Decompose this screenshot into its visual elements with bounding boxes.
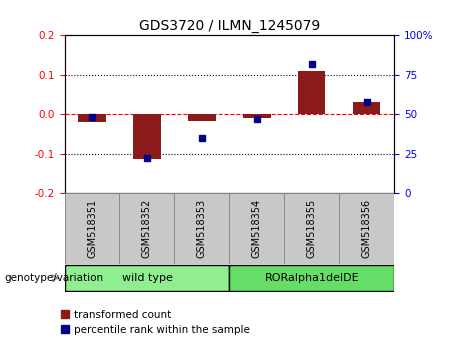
Bar <box>119 193 174 264</box>
Text: RORalpha1delDE: RORalpha1delDE <box>265 273 359 283</box>
Bar <box>78 114 106 122</box>
Title: GDS3720 / ILMN_1245079: GDS3720 / ILMN_1245079 <box>139 19 320 33</box>
Text: GSM518353: GSM518353 <box>197 199 207 258</box>
Bar <box>65 193 119 264</box>
Legend: transformed count, percentile rank within the sample: transformed count, percentile rank withi… <box>60 310 250 335</box>
Bar <box>243 114 271 118</box>
Text: genotype/variation: genotype/variation <box>5 273 104 283</box>
Bar <box>353 102 380 114</box>
Bar <box>284 193 339 264</box>
Bar <box>188 114 216 121</box>
Bar <box>229 265 394 291</box>
Bar <box>229 193 284 264</box>
Bar <box>339 193 394 264</box>
Text: wild type: wild type <box>122 273 172 283</box>
Bar <box>298 71 325 114</box>
Text: GSM518351: GSM518351 <box>87 199 97 258</box>
Text: GSM518352: GSM518352 <box>142 199 152 258</box>
Bar <box>174 193 229 264</box>
Text: GSM518355: GSM518355 <box>307 199 317 258</box>
Bar <box>133 114 161 159</box>
Bar <box>65 265 229 291</box>
Text: GSM518354: GSM518354 <box>252 199 262 258</box>
Text: GSM518356: GSM518356 <box>362 199 372 258</box>
